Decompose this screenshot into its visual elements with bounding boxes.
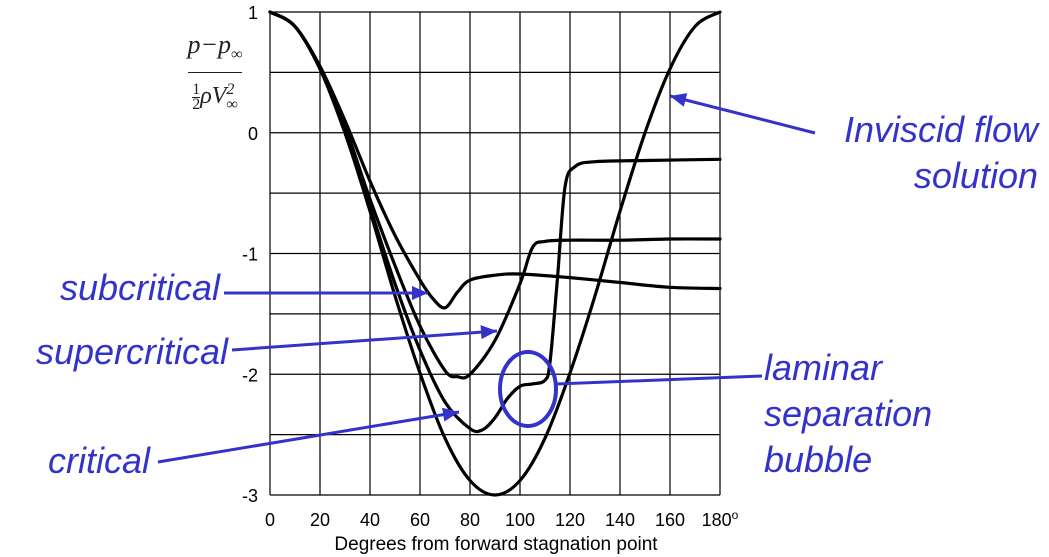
bubble-connector-line [555,374,763,386]
y-tick-label: -2 [242,365,258,385]
y-axis-label-numerator: p−p∞ [187,30,243,74]
annotation-inviscid: Inviscid flow solution [844,109,1040,196]
annotation-subcritical: subcritical [60,267,221,308]
y-tick-label: -3 [242,486,258,506]
arrow-inviscid-head [670,93,688,107]
x-tick-label: 0 [265,510,275,530]
supercritical-curve [268,10,722,380]
annotation-laminar-bubble: laminar separation bubble [764,347,932,480]
curves [268,10,722,497]
y-axis-label-denominator: 1 2 ρV2∞ [192,81,238,114]
arrow-inviscid [669,94,816,135]
x-tick-label: 60 [410,510,430,530]
critical-curve [268,10,722,434]
arrow-supercritical [231,329,498,352]
x-tick-label: 80 [460,510,480,530]
x-tick-label: 140 [605,510,635,530]
annotations: Inviscid flow solution subcritical supercri… [36,93,1040,481]
grid [269,11,721,496]
annotation-critical: critical [48,440,151,481]
y-tick-label: -1 [242,245,258,265]
arrow-critical [157,410,460,464]
y-tick-label: 1 [248,3,258,23]
arrow-supercritical-head [480,325,497,340]
tick-labels: 0 20 40 60 80 100 120 140 160 180o 1 0 -1 -2 -3 [242,3,739,530]
x-tick-label: 20 [310,510,330,530]
x-tick-label: 100 [505,510,535,530]
x-axis-title: Degrees from forward stagnation point [334,534,658,555]
x-tick-label: 160 [655,510,685,530]
subcritical-curve [268,10,722,310]
annotation-supercritical: supercritical [36,331,229,372]
x-tick-label: 40 [360,510,380,530]
arrow-subcritical-head [412,286,428,300]
x-tick-label: 120 [555,510,585,530]
y-axis-label: p−p∞ 1 2 ρV2∞ [160,30,270,120]
arrow-critical-head [442,407,459,422]
x-tick-label: 180o [702,508,739,530]
separation-bubble-ellipse [498,350,558,428]
y-tick-label: 0 [248,124,258,144]
